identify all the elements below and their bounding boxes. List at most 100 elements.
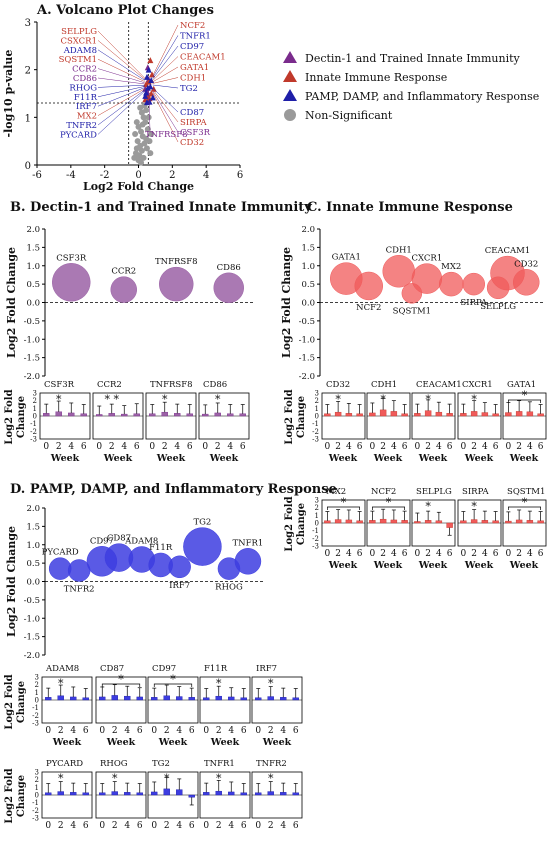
callout-line [97,89,145,126]
bar [446,522,453,528]
bubble [183,527,222,566]
x-axis-label: Week [158,737,188,748]
bar [203,697,210,701]
bubble-label: TG2 [193,518,211,528]
bubble-label: SELPLG [480,302,516,312]
panel-title: MX2 [326,487,346,497]
callout-line [97,68,145,84]
bar [379,518,387,524]
x-axis-label: Week [156,453,186,464]
x-tick-label: 0 [461,442,467,452]
panel-title: RHOG [100,759,128,769]
bar [505,520,512,524]
bar [515,411,523,417]
y-axis-label: Log2 Fold Change [280,247,293,358]
gene-label: CD86 [73,74,97,84]
chart-title: C. Innate Immune Response [307,200,513,215]
bar [99,696,106,701]
gene-label: CCR2 [72,65,97,75]
bar [356,413,363,417]
bar [267,696,274,701]
bar [202,413,209,417]
panel-title: CEACAM1 [416,380,462,390]
bubble-label: CCR2 [111,267,136,277]
y-tick-label: 1 [315,512,319,520]
y-tick-label: 1 [33,405,37,413]
sig-star: * [471,393,477,406]
sig-bracket [372,506,405,510]
sig-star: * [335,393,341,406]
x-tick-label: 2 [268,821,274,831]
bar [240,792,247,796]
bar [215,790,222,796]
bar [390,411,398,417]
y-tick-label: 2.0 [26,225,40,235]
data-point [143,99,150,106]
bar [345,413,353,417]
x-tick-label: 4 [124,821,130,831]
bar [460,413,467,417]
bubble-label: TNFR1 [233,538,264,548]
y-tick-label: 0 [33,413,37,421]
x-tick-label: 6 [237,170,243,181]
y-tick-label: -2 [32,712,39,720]
bar [136,696,143,701]
x-tick-label: 4 [280,726,286,736]
y-tick-label: 0.5 [301,280,315,290]
bar [151,791,158,796]
bubble-label: NCF2 [356,303,381,313]
legend-label: Dectin-1 and Trained Innate Immunity [305,52,521,65]
bubble [439,271,464,297]
x-tick-label: 6 [187,442,193,452]
y-tick-label: 0.0 [301,299,315,309]
y-tick-label: -1 [32,704,39,712]
y-tick-label: 3 [25,18,31,29]
y-tick-label: 2 [315,504,319,512]
callout-line [97,84,145,88]
bubble-label: CSF3R [56,253,87,263]
callout-line [97,58,145,82]
sig-star: * [522,389,528,402]
data-point [138,128,145,135]
sig-star: * [522,496,528,509]
y-tick-label: -1 [32,799,39,807]
bubble [382,255,415,288]
bar [414,521,421,524]
bar [43,413,50,417]
x-tick-label: 6 [447,549,453,559]
legend-marker [283,70,297,82]
bubble-label: IRF7 [169,581,190,591]
x-tick-label: 0 [99,821,105,831]
y-axis-label: Log2 Fold [284,496,295,551]
bubble [462,272,485,296]
bar [492,520,499,524]
x-tick-label: 2 [471,549,477,559]
bar [481,412,489,417]
bubble-label: CEACAM1 [485,246,531,256]
x-tick-label: 6 [81,442,87,452]
bar [108,413,115,417]
y-tick-label: -2 [30,428,37,436]
x-tick-label: 2 [516,549,522,559]
bar [188,794,195,798]
bar [267,791,274,796]
bubble [159,266,194,302]
sig-bracket [327,506,360,510]
sig-star: * [112,772,118,785]
bar [537,520,544,524]
bar [215,695,222,701]
y-tick-label: 1.5 [26,522,40,532]
x-tick-label: 2 [471,442,477,452]
y-tick-label: -1 [312,527,319,535]
data-point [144,126,151,133]
panel-title: PYCARD [46,759,83,769]
x-tick-label: 6 [357,549,363,559]
x-tick-label: 4 [203,170,209,181]
x-tick-label: 0 [370,549,376,559]
gene-label: RHOG [69,83,97,93]
bubble-label: RHOG [215,583,243,593]
x-axis-label: Week [52,737,82,748]
panel-title: CD32 [326,380,350,390]
data-point [142,92,149,99]
x-tick-label: 4 [346,549,352,559]
